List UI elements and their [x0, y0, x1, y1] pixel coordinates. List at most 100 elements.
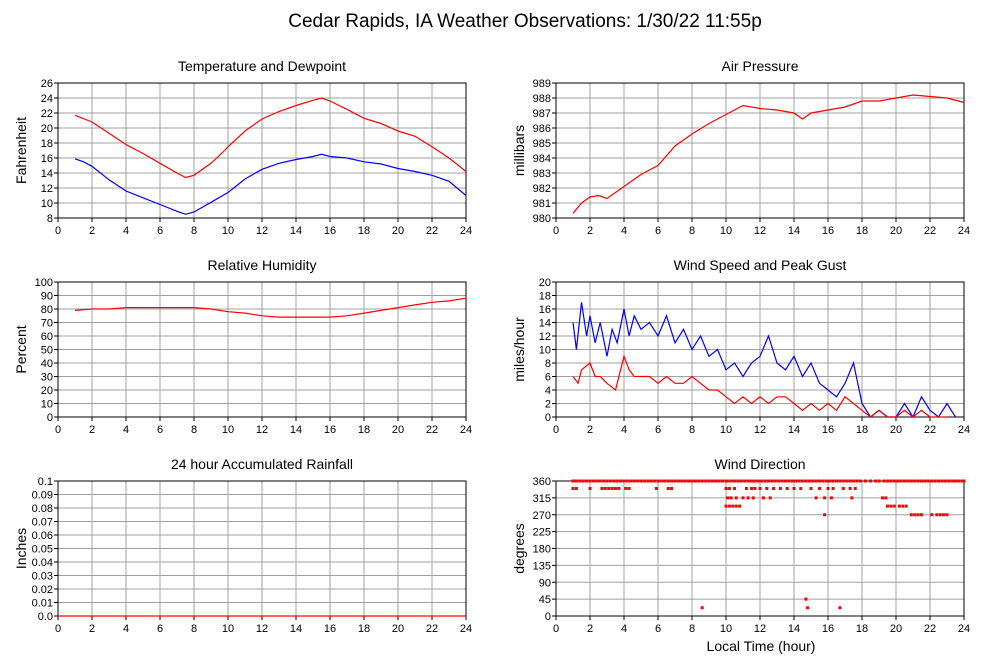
pressure-xtick-label: 18 — [856, 225, 868, 237]
direction-point — [821, 479, 825, 483]
direction-point — [794, 479, 798, 483]
humidity-ytick-label: 90 — [41, 291, 53, 303]
direction-point — [612, 479, 616, 483]
direction-point — [736, 479, 740, 483]
direction-point — [896, 479, 900, 483]
wind-series-1-line — [572, 354, 947, 418]
temp-ytick-label: 24 — [41, 93, 53, 105]
direction-point — [892, 504, 896, 508]
direction-point — [753, 479, 757, 483]
pressure-ytick-label: 985 — [533, 138, 551, 150]
direction-point — [826, 487, 830, 490]
humidity-ytick-label: 0 — [47, 412, 53, 424]
direction-point — [889, 479, 893, 483]
direction-point — [838, 606, 842, 610]
humidity-xtick-label: 14 — [290, 424, 302, 436]
temp-series-1-line — [74, 153, 467, 215]
direction-point — [785, 487, 789, 490]
direction-point — [920, 479, 923, 483]
direction-ytick-label: 225 — [533, 527, 551, 539]
direction-point — [602, 479, 606, 483]
direction-point — [573, 479, 577, 483]
direction-point — [739, 479, 743, 483]
direction-point — [858, 479, 862, 483]
direction-point — [704, 479, 708, 483]
temp-xtick-label: 24 — [460, 225, 472, 237]
direction-point — [874, 479, 878, 483]
humidity-ytick-label: 40 — [41, 358, 53, 370]
wind-xtick-label: 10 — [720, 424, 732, 436]
direction-point — [899, 479, 903, 483]
rain-xtick-label: 10 — [222, 623, 234, 635]
temp-xtick-label: 2 — [89, 225, 95, 237]
direction-xtick-label: 4 — [621, 623, 627, 635]
humidity-xtick-label: 20 — [392, 424, 404, 436]
direction-point — [654, 487, 658, 490]
direction-point — [729, 479, 733, 483]
wind-ylabel: miles/hour — [511, 317, 527, 382]
direction-point — [869, 479, 872, 483]
direction-point — [676, 479, 680, 483]
page-title: Cedar Rapids, IA Weather Observations: 1… — [288, 11, 762, 32]
direction-point — [848, 487, 852, 490]
direction-point — [886, 504, 889, 508]
direction-point — [697, 479, 701, 483]
direction-point — [852, 479, 855, 483]
wind-ytick-label: 10 — [539, 345, 551, 357]
direction-point — [603, 487, 607, 490]
direction-point — [619, 479, 623, 483]
direction-point — [962, 479, 966, 483]
direction-point — [790, 479, 794, 483]
direction-xtick-label: 14 — [788, 623, 800, 635]
direction-point — [933, 479, 937, 483]
direction-ytick-label: 90 — [539, 577, 551, 589]
pressure-xtick-label: 20 — [890, 225, 902, 237]
direction-point — [727, 487, 731, 490]
direction-point — [809, 487, 813, 490]
direction-xtick-label: 20 — [890, 623, 902, 635]
temp-ytick-label: 8 — [47, 213, 53, 225]
direction-point — [687, 479, 691, 483]
pressure-ytick-label: 984 — [533, 153, 551, 165]
direction-point — [746, 496, 750, 500]
direction-point — [656, 479, 660, 483]
pressure-xtick-label: 2 — [587, 225, 593, 237]
direction-point — [724, 504, 728, 508]
direction-point — [901, 504, 905, 508]
pressure-ytick-label: 980 — [533, 213, 551, 225]
direction-point — [729, 496, 733, 500]
direction-point — [753, 487, 757, 490]
direction-ytick-label: 135 — [533, 560, 551, 572]
direction-point — [823, 496, 827, 500]
direction-point — [607, 487, 611, 490]
direction-point — [923, 479, 927, 483]
rain-xtick-label: 18 — [358, 623, 370, 635]
rain-xtick-label: 8 — [191, 623, 197, 635]
direction-point — [853, 487, 857, 490]
direction-point — [784, 479, 787, 483]
humidity-title: Relative Humidity — [208, 257, 317, 273]
direction-point — [734, 504, 738, 508]
direction-point — [818, 479, 821, 483]
direction-point — [811, 479, 815, 483]
humidity-xtick-label: 0 — [55, 424, 61, 436]
direction-point — [920, 513, 923, 517]
direction-point — [710, 479, 714, 483]
direction-point — [960, 479, 964, 483]
direction-point — [636, 479, 640, 483]
direction-point — [824, 479, 828, 483]
pressure-xtick-label: 8 — [689, 225, 695, 237]
temp-ytick-label: 12 — [41, 183, 53, 195]
direction-point — [751, 496, 755, 500]
humidity-ytick-label: 60 — [41, 331, 53, 343]
direction-point — [818, 487, 821, 490]
temp-xtick-label: 10 — [222, 225, 234, 237]
pressure-title: Air Pressure — [721, 58, 798, 74]
humidity-xtick-label: 8 — [191, 424, 197, 436]
direction-point — [938, 513, 942, 517]
wind-ytick-label: 4 — [545, 385, 551, 397]
direction-point — [642, 479, 646, 483]
rain-ytick-label: 0.0 — [38, 611, 53, 623]
direction-point — [615, 479, 619, 483]
